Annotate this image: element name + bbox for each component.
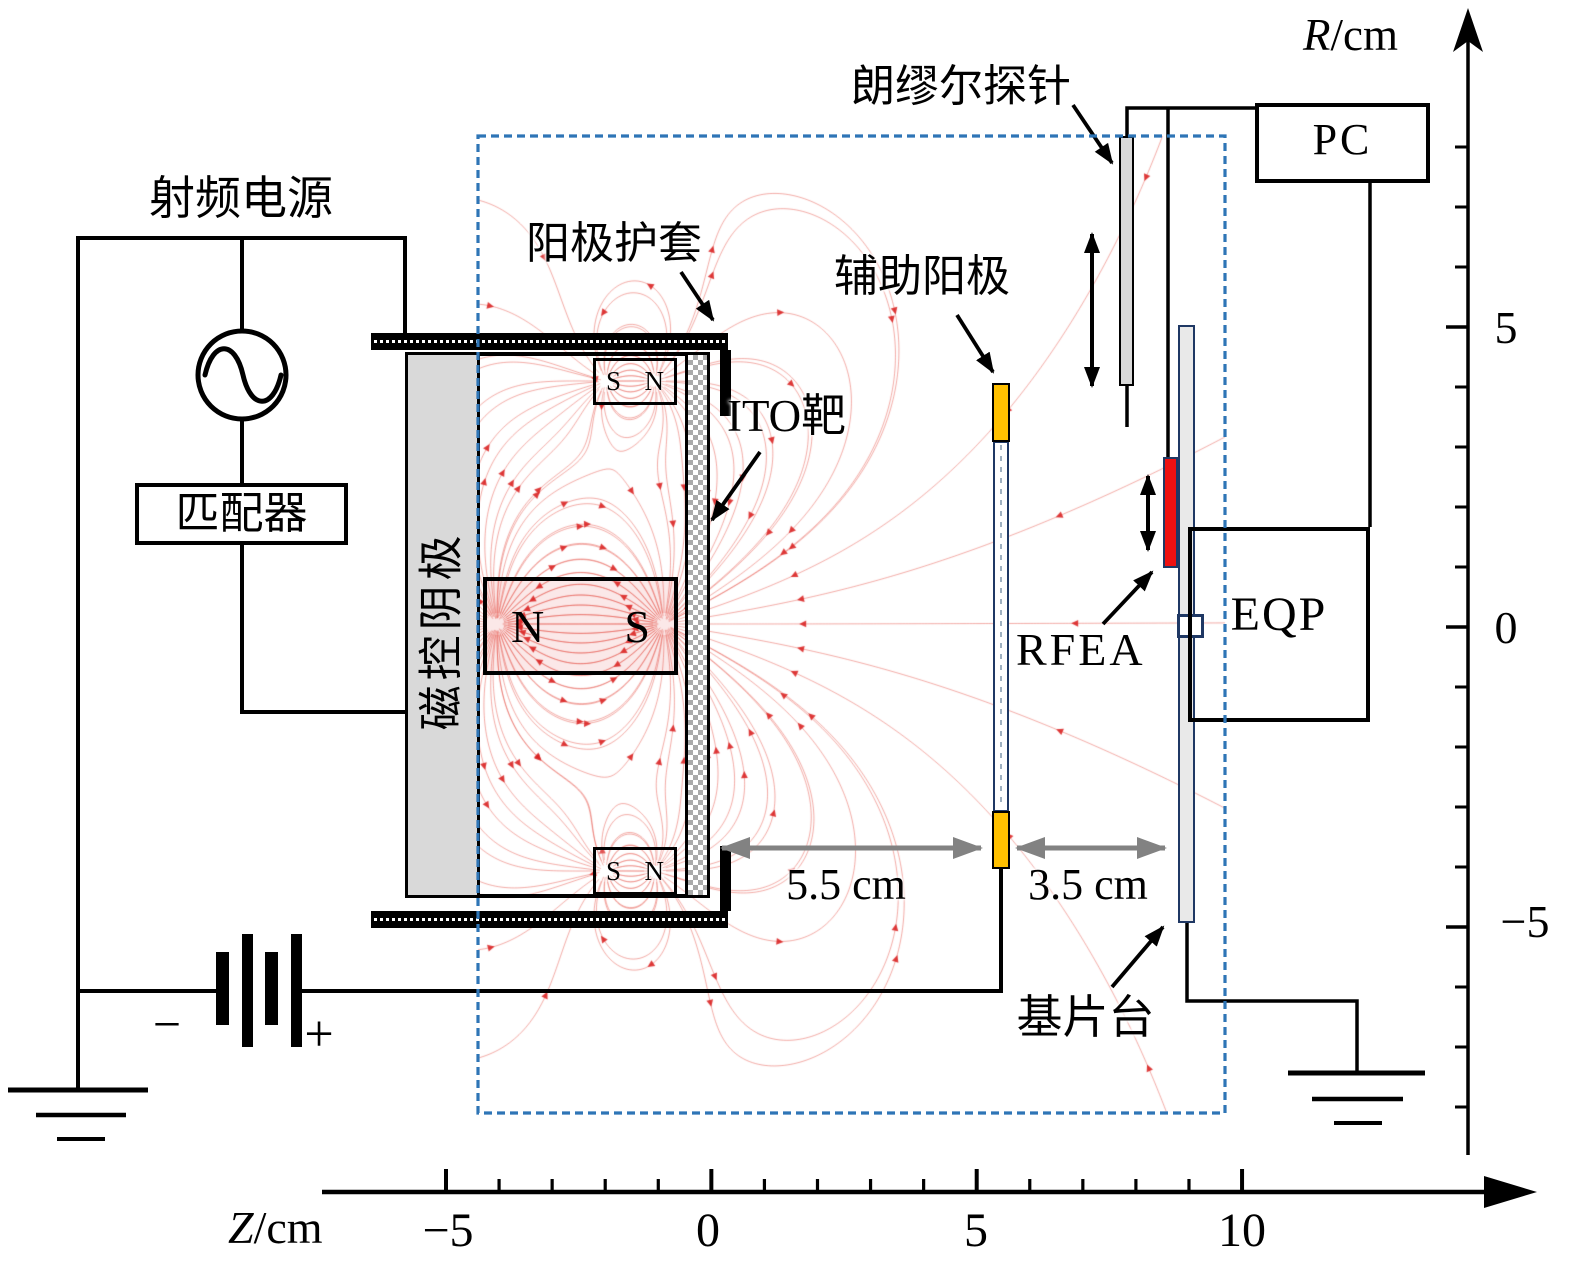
aux-anode-pointer-arrow xyxy=(955,313,995,374)
vacuum-chamber-border xyxy=(476,134,1227,1115)
ito-target-pointer-arrow xyxy=(710,450,762,522)
rfea-analyzer xyxy=(1163,457,1178,568)
battery-minus-label: − xyxy=(152,996,182,1052)
anode-sheath-top-leg xyxy=(720,350,731,416)
r-axis-arrowhead xyxy=(1453,8,1483,52)
top-magnet-s-pole-label: S xyxy=(606,366,622,396)
anode-sheath-label: 阳极护套 xyxy=(526,219,702,268)
ground-right-icon xyxy=(1288,1070,1425,1125)
r-tick-label-5: 5 xyxy=(1494,302,1518,353)
z-axis-ticks xyxy=(444,1169,1245,1192)
anode-sheath-bottom-bar xyxy=(371,911,728,928)
pc-box xyxy=(1255,103,1430,183)
substrate-pointer-arrow xyxy=(1110,925,1165,989)
anode-sheath-bottom-leg xyxy=(720,846,731,911)
r-axis-unit: /cm xyxy=(1330,10,1398,60)
z-tick-label-10: 10 xyxy=(1218,1204,1266,1257)
large-magnet-s-pole-label: S xyxy=(624,600,650,652)
eqp-box xyxy=(1188,527,1370,722)
battery-to-aux-anode-wire xyxy=(302,869,1003,993)
r-axis-title: R/cm xyxy=(1303,12,1398,59)
r-tick-label-0: 0 xyxy=(1494,602,1518,653)
battery-icon xyxy=(216,934,302,1047)
top-magnet-n-pole-label: N xyxy=(644,366,665,396)
matcher-label: 匹配器 xyxy=(175,489,308,538)
eqp-label: EQP xyxy=(1230,588,1328,641)
anode-sheath-pointer-arrow xyxy=(679,270,715,322)
aux-anode-bottom-electrode xyxy=(992,811,1010,869)
ito-target-bar xyxy=(685,352,710,898)
z-axis-title: Z/cm xyxy=(228,1204,323,1252)
bottom-magnet-s-pole-label: S xyxy=(606,855,622,886)
r-axis-symbol: R xyxy=(1303,10,1331,60)
distance-5-5-label: 5.5 cm xyxy=(786,860,906,909)
rfea-pointer-arrow xyxy=(1101,570,1154,626)
z-axis-symbol: Z xyxy=(228,1202,254,1253)
pc-label: PC xyxy=(1312,115,1373,164)
ground-left-icon xyxy=(8,1087,148,1141)
rfea-label: RFEA xyxy=(1016,624,1146,675)
probe-to-pc-wire xyxy=(1125,106,1255,136)
magnetron-cathode-label: 磁控阴极 xyxy=(416,530,467,731)
magnetron-cathode-back-plate xyxy=(405,352,480,898)
ito-target-label: ITO靶 xyxy=(727,391,847,441)
top-small-magnet: S N xyxy=(593,358,677,405)
r-tick-label-m5: −5 xyxy=(1500,896,1550,947)
langmuir-probe-rod xyxy=(1119,136,1134,386)
rf-power-label: 射频电源 xyxy=(149,173,333,224)
z-tick-label-m5: −5 xyxy=(422,1204,474,1257)
ac-sine-icon xyxy=(202,346,284,404)
anode-sheath-top-bar xyxy=(371,333,728,350)
substrate-ground-wire xyxy=(1185,923,1359,1073)
substrate-stage-label: 基片台 xyxy=(1016,992,1155,1043)
aux-anode-label: 辅助阳极 xyxy=(834,252,1010,301)
z-tick-label-5: 5 xyxy=(964,1204,988,1257)
z-tick-label-0: 0 xyxy=(696,1204,720,1257)
bottom-small-magnet: S N xyxy=(593,847,677,895)
langmuir-probe-pointer-arrow xyxy=(1071,103,1114,165)
langmuir-probe-label: 朗缪尔探针 xyxy=(851,62,1071,111)
distance-3-5-label: 3.5 cm xyxy=(1028,860,1148,909)
r-axis-ticks xyxy=(1446,145,1468,1109)
z-axis-arrowhead xyxy=(1484,1176,1537,1208)
bottom-magnet-n-pole-label: N xyxy=(644,855,665,886)
battery-plus-label: + xyxy=(304,1006,334,1063)
large-magnet-n-pole-label: N xyxy=(511,600,545,652)
aux-anode-top-electrode xyxy=(992,383,1010,442)
matcher-to-cathode-wire xyxy=(240,545,405,714)
z-axis-unit: /cm xyxy=(253,1202,323,1253)
large-magnet: N S xyxy=(483,577,678,675)
matcher-box xyxy=(135,483,348,545)
